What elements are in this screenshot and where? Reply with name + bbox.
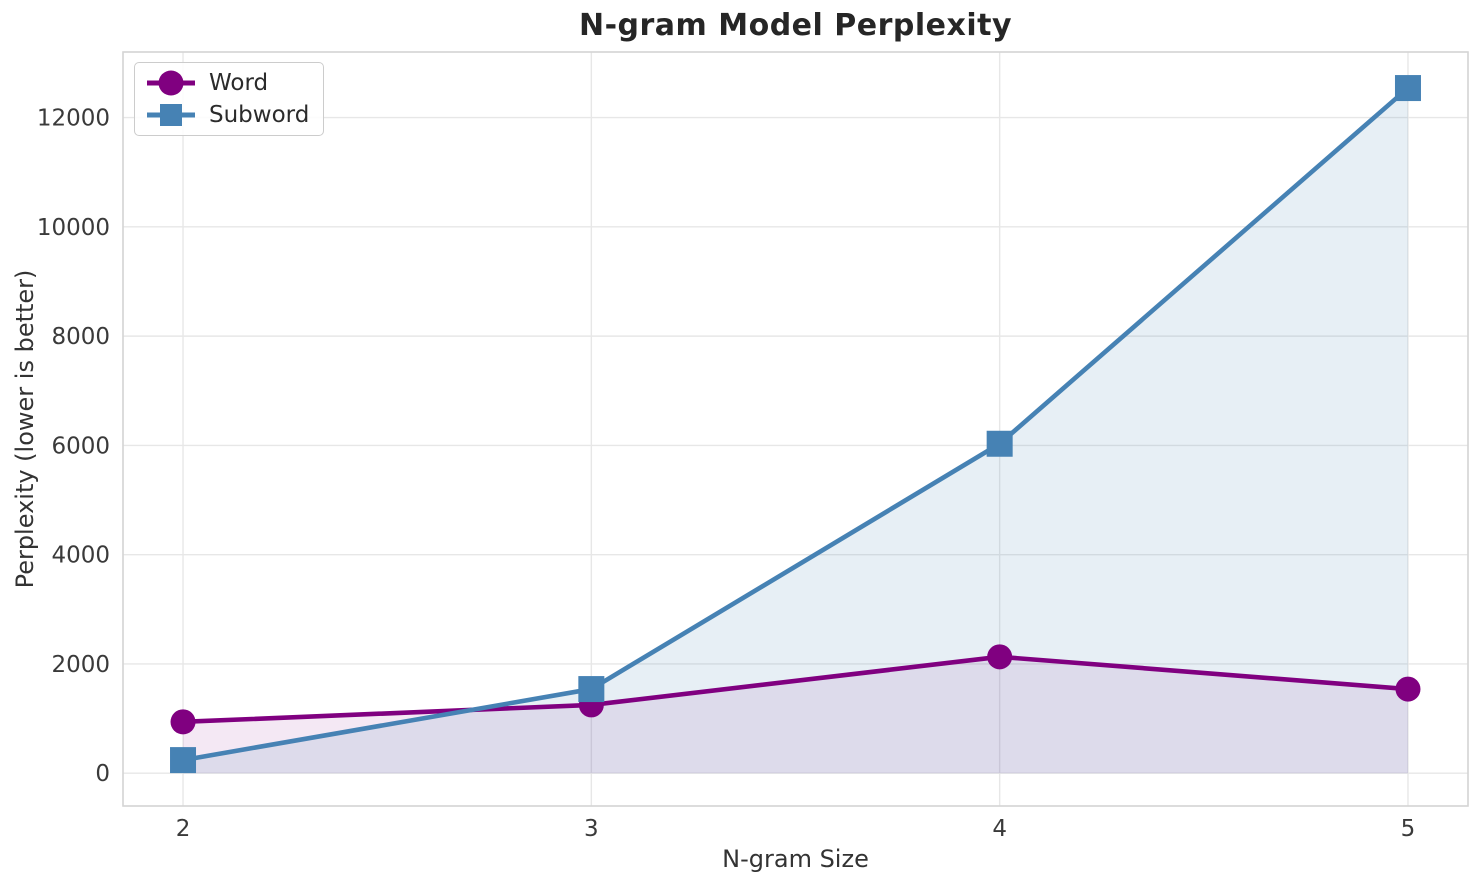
x-axis-label: N-gram Size	[722, 845, 869, 873]
legend-item-word: Word	[145, 68, 309, 98]
data-point-word	[1395, 676, 1421, 702]
legend-label-word: Word	[209, 70, 269, 96]
legend-label-subword: Subword	[209, 102, 310, 128]
series-line-word	[180, 654, 1411, 725]
x-tick-label: 5	[1401, 816, 1416, 842]
data-point-subword	[986, 430, 1013, 457]
data-point-subword	[170, 747, 197, 774]
word-line-circle-icon	[147, 70, 195, 96]
series-line-subword	[180, 85, 1411, 763]
area-fill-word	[183, 656, 1408, 774]
chart-title: N-gram Model Perplexity	[578, 8, 1013, 43]
axes-border	[122, 51, 1469, 807]
legend: Word Subword	[134, 62, 325, 136]
x-tick-label: 3	[584, 816, 599, 842]
data-point-word	[170, 709, 196, 735]
subword-line-square-icon	[147, 104, 195, 126]
y-tick-label: 8000	[51, 324, 110, 350]
area-fill-subword	[183, 88, 1408, 774]
y-tick-label: 2000	[51, 652, 110, 678]
x-tick-label: 4	[992, 816, 1007, 842]
y-tick-label: 0	[95, 761, 110, 787]
data-point-subword	[578, 676, 605, 703]
data-point-subword	[1394, 75, 1421, 102]
y-tick-label: 12000	[37, 106, 110, 132]
x-tick-label: 2	[176, 816, 191, 842]
data-point-word	[987, 644, 1013, 670]
legend-item-subword: Subword	[145, 100, 309, 130]
y-axis-label: Perplexity (lower is better)	[11, 269, 39, 589]
y-tick-label: 10000	[37, 215, 110, 241]
y-tick-label: 4000	[51, 543, 110, 569]
y-tick-label: 6000	[51, 433, 110, 459]
